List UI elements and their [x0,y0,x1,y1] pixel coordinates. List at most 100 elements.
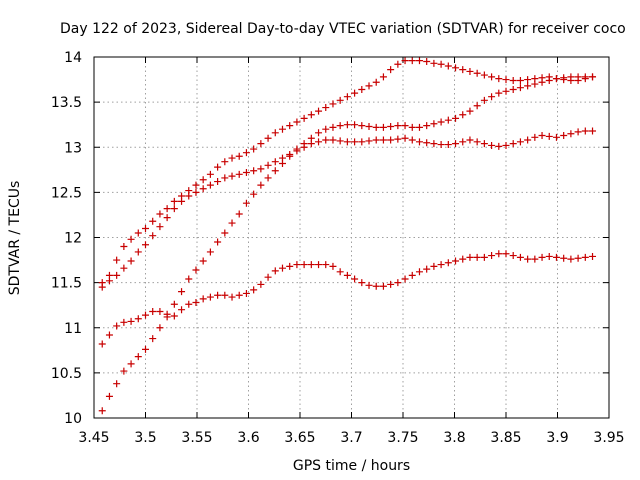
data-point [235,291,243,299]
data-point [437,261,445,269]
data-point [214,163,222,171]
data-point [149,232,157,240]
data-point [430,120,438,128]
data-point [235,170,243,178]
data-point [538,253,546,261]
data-point [192,298,200,306]
grid [94,57,609,418]
y-tick-label: 12 [64,231,82,247]
data-point [589,252,597,260]
data-point [149,335,157,343]
data-point [358,138,366,146]
data-point [379,73,387,81]
data-point [459,66,467,74]
data-point [351,275,359,283]
data-point [509,85,517,93]
data-point [516,253,524,261]
data-point [372,123,380,131]
data-point [531,255,539,263]
data-point [567,73,575,81]
data-point [430,59,438,67]
data-point [488,252,496,260]
data-point [228,219,236,227]
data-point [545,252,553,260]
data-point [589,127,597,135]
data-point [560,74,568,82]
data-point [415,138,423,146]
data-point [502,141,510,149]
data-point [574,128,582,136]
data-point [401,57,409,65]
data-point [531,80,539,88]
y-tick-label: 13.5 [51,95,82,111]
data-point [278,264,286,272]
data-point [300,261,308,269]
data-point [545,76,553,84]
data-point [221,158,229,166]
x-tick-labels: 3.45 3.5 3.55 3.6 3.65 3.7 3.75 3.8 3.85 3.9 3.95 [78,430,624,446]
x-tick-label: 3.55 [181,430,212,446]
chart-title: Day 122 of 2023, Sidereal Day-to-day VTE… [60,21,626,37]
data-point [452,257,460,265]
data-point [560,254,568,262]
data-point [170,197,178,205]
data-point [178,306,186,314]
data-point [257,140,265,148]
data-point [329,136,337,144]
x-tick-label: 3.6 [237,430,259,446]
data-point [199,295,207,303]
x-tick-label: 3.8 [443,430,465,446]
data-point [120,243,128,251]
data-point [452,140,460,148]
data-point [329,123,337,131]
data-point [98,283,106,291]
data-point [351,138,359,146]
y-tick-label: 11.5 [51,276,82,292]
data-point [430,262,438,270]
data-point [581,73,589,81]
data-point [394,279,402,287]
data-point [142,311,149,319]
data-point [358,85,366,93]
data-point [552,133,560,141]
data-point [170,205,178,213]
data-point [372,78,380,86]
data-point [228,293,236,301]
data-point [372,136,380,144]
data-point [444,141,452,149]
data-point [358,122,366,130]
data-point [516,138,524,146]
plot-frame [93,56,610,419]
data-point [452,114,460,122]
data-point [271,267,279,275]
data-point [516,84,524,92]
data-point [134,353,142,361]
data-point [401,122,409,130]
data-point [228,154,236,162]
data-point [192,266,200,274]
data-point [286,122,294,130]
data-point [185,192,193,200]
data-point [452,64,460,72]
data-point [214,238,222,246]
data-point [444,116,452,124]
data-point [293,261,301,269]
data-point [257,280,265,288]
data-point [105,277,113,285]
data-point [134,315,142,323]
data-point [163,205,171,213]
data-point [156,324,164,332]
data-point [574,73,582,81]
data-point [113,322,121,330]
data-point [105,392,113,400]
data-point [336,122,344,130]
data-point [408,271,416,279]
series-track-c [98,250,597,348]
data-point [271,158,279,166]
data-point [560,132,568,140]
data-point [459,111,467,119]
data-point [170,312,178,320]
data-point [567,130,575,138]
data-point [199,257,207,265]
data-point [466,107,474,115]
